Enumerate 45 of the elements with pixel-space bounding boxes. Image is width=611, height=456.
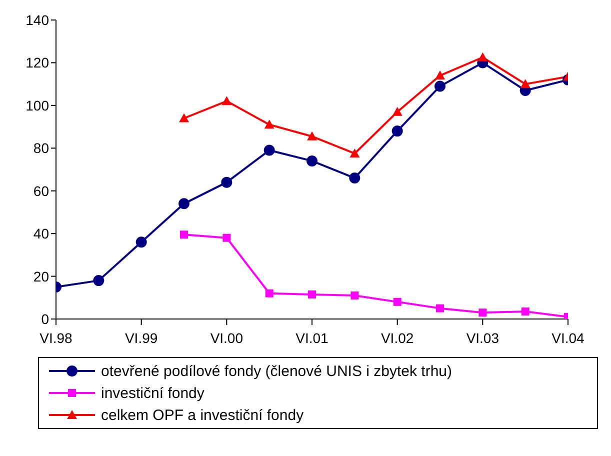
y-tick-label: 120 — [26, 54, 50, 71]
point — [93, 275, 104, 286]
point — [392, 126, 403, 137]
legend-label: celkem OPF a investiční fondy — [101, 406, 304, 424]
point — [392, 106, 402, 116]
point — [478, 52, 488, 62]
x-tick-label: VI.00 — [210, 330, 244, 346]
point — [179, 113, 189, 122]
x-tick-label: VI.04 — [552, 330, 585, 346]
point — [478, 308, 487, 317]
x-tick-label: VI.02 — [380, 330, 414, 346]
y-tick-label: 60 — [33, 182, 50, 199]
point — [221, 176, 232, 188]
x-tick-label: VI.98 — [40, 330, 73, 346]
point — [308, 290, 316, 298]
point — [264, 120, 274, 129]
point — [222, 96, 232, 106]
point — [306, 155, 318, 166]
legend-label: otevřené podílové fondy (členové UNIS i zbytek trhu) — [101, 362, 452, 380]
x-tick-label: VI.03 — [466, 330, 500, 346]
point — [178, 198, 190, 210]
point — [307, 131, 317, 140]
point — [265, 289, 274, 298]
point — [264, 144, 275, 156]
point — [393, 298, 402, 306]
x-tick-label: VI.99 — [124, 330, 158, 346]
point — [180, 230, 188, 239]
point — [436, 304, 444, 312]
point — [350, 148, 360, 158]
point — [521, 308, 530, 316]
point — [434, 80, 446, 92]
y-tick-label: 100 — [26, 97, 50, 114]
y-tick-label: 40 — [33, 226, 50, 242]
y-tick-label: 0 — [41, 310, 50, 327]
point — [222, 234, 231, 242]
point — [520, 79, 530, 88]
x-tick-label: VI.01 — [296, 330, 329, 346]
y-tick-label: 20 — [33, 268, 50, 284]
point — [350, 292, 359, 300]
point — [136, 236, 147, 248]
point — [349, 172, 360, 184]
point — [435, 70, 445, 80]
legend-label: investiční fondy — [101, 384, 204, 402]
y-tick-label: 140 — [26, 12, 50, 28]
y-tick-label: 80 — [33, 140, 50, 156]
